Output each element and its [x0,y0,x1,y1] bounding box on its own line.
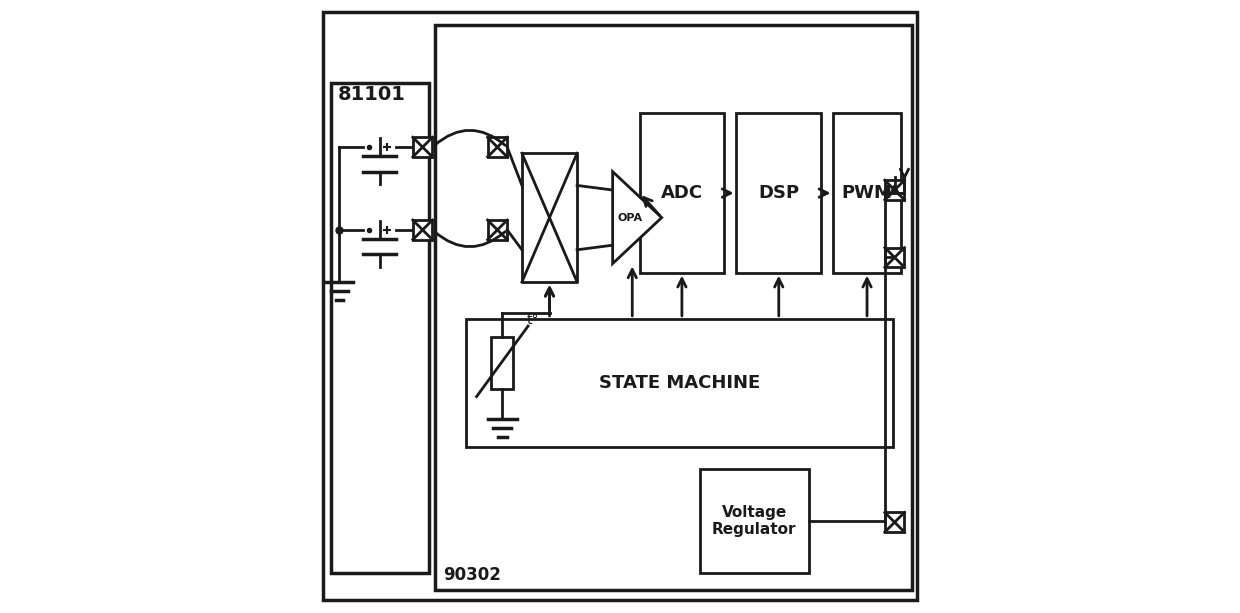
Bar [640,113,724,273]
Polygon shape [613,172,662,264]
Bar [435,25,911,590]
Text: 90302: 90302 [444,566,501,584]
Text: PWM: PWM [842,184,893,202]
Text: DSP: DSP [758,184,800,202]
Text: Voltage
Regulator: Voltage Regulator [712,505,796,537]
Bar [331,83,429,573]
Bar [737,113,821,273]
Bar [465,319,893,447]
Text: 81101: 81101 [339,85,405,104]
Bar [413,220,433,240]
Text: STATE MACHINE: STATE MACHINE [599,374,760,392]
Text: OPA: OPA [618,213,642,223]
Bar [413,137,433,157]
Bar [885,512,904,532]
Bar [885,180,904,200]
Bar [491,337,513,389]
Bar [487,137,507,157]
Text: t°: t° [527,313,539,327]
Bar [885,248,904,267]
Text: ADC: ADC [661,184,703,202]
Bar [833,113,900,273]
Bar [699,469,808,573]
Bar [487,220,507,240]
